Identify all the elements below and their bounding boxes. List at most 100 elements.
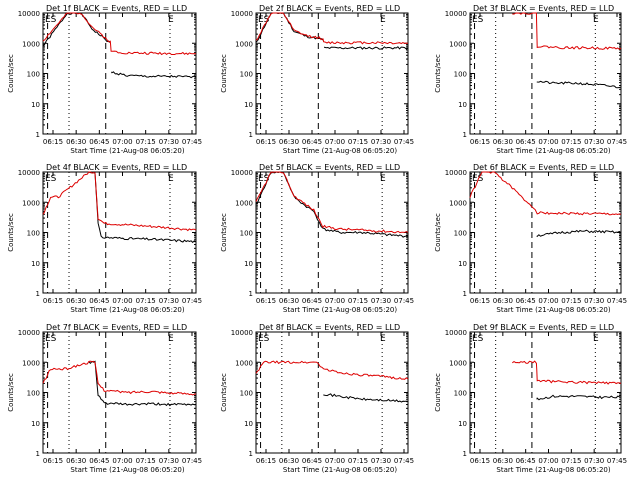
plot-title: Det 9f BLACK = Events, RED = LLD bbox=[473, 323, 614, 332]
y-axis-label: Counts/sec bbox=[434, 373, 442, 412]
marker-label-es: ES bbox=[258, 334, 270, 344]
x-tick-label: 07:30 bbox=[371, 138, 391, 146]
x-tick-label: 06:45 bbox=[89, 457, 109, 465]
x-tick-label: 07:45 bbox=[607, 297, 627, 305]
y-tick-label: 10 bbox=[458, 420, 467, 428]
x-tick-label: 07:30 bbox=[159, 297, 179, 305]
y-tick-label: 100 bbox=[240, 71, 253, 79]
plot-frame bbox=[469, 331, 622, 454]
x-tick-label: 07:45 bbox=[394, 457, 414, 465]
x-tick-label: 06:45 bbox=[516, 297, 536, 305]
lld-series-line bbox=[42, 171, 197, 232]
y-tick-label: 1 bbox=[463, 290, 467, 298]
x-tick-label: 06:45 bbox=[516, 457, 536, 465]
x-tick-label: 07:30 bbox=[584, 297, 604, 305]
x-tick-label: 06:15 bbox=[43, 138, 63, 146]
y-tick-label: 1000 bbox=[449, 359, 467, 367]
x-tick-label: 07:15 bbox=[561, 297, 581, 305]
events-series-line bbox=[536, 229, 622, 238]
x-tick-label: 06:15 bbox=[43, 297, 63, 305]
x-tick-label: 07:30 bbox=[584, 457, 604, 465]
x-axis-label: Start Time (21-Aug-08 06:05:20) bbox=[70, 147, 184, 155]
events-series-line bbox=[88, 360, 197, 407]
x-tick-label: 07:00 bbox=[538, 297, 558, 305]
y-tick-label: 100 bbox=[27, 390, 40, 398]
x-tick-label: 06:15 bbox=[256, 457, 276, 465]
plot-title: Det 7f BLACK = Events, RED = LLD bbox=[46, 323, 187, 332]
marker-label-e: E bbox=[380, 174, 386, 184]
y-tick-label: 100 bbox=[454, 230, 467, 238]
x-tick-label: 07:30 bbox=[371, 457, 391, 465]
events-series-line bbox=[536, 80, 622, 89]
y-tick-label: 10 bbox=[244, 101, 253, 109]
y-tick-label: 1 bbox=[36, 131, 40, 139]
x-axis-label: Start Time (21-Aug-08 06:05:20) bbox=[283, 466, 397, 474]
x-tick-label: 07:15 bbox=[348, 138, 368, 146]
y-tick-label: 1000 bbox=[22, 40, 40, 48]
x-tick-label: 06:30 bbox=[493, 457, 513, 465]
y-axis-label: Counts/sec bbox=[7, 54, 15, 93]
x-tick-label: 07:45 bbox=[607, 138, 627, 146]
y-tick-label: 1000 bbox=[449, 40, 467, 48]
plot-frame bbox=[255, 12, 409, 135]
y-tick-label: 1 bbox=[36, 450, 40, 458]
x-axis-label: Start Time (21-Aug-08 06:05:20) bbox=[496, 306, 610, 314]
x-tick-label: 07:15 bbox=[561, 457, 581, 465]
x-tick-label: 07:45 bbox=[182, 457, 202, 465]
x-tick-label: 06:30 bbox=[66, 138, 86, 146]
marker-label-es: ES bbox=[472, 15, 484, 25]
y-tick-label: 10000 bbox=[231, 329, 253, 337]
x-tick-label: 07:00 bbox=[325, 297, 345, 305]
y-tick-label: 1000 bbox=[235, 199, 253, 207]
y-tick-label: 1000 bbox=[235, 359, 253, 367]
x-tick-label: 07:30 bbox=[371, 297, 391, 305]
x-tick-label: 06:30 bbox=[66, 297, 86, 305]
x-tick-label: 07:45 bbox=[394, 138, 414, 146]
lld-series-line bbox=[512, 360, 622, 385]
y-tick-label: 10000 bbox=[445, 329, 467, 337]
y-axis-label: Counts/sec bbox=[220, 54, 228, 93]
plot-title: Det 8f BLACK = Events, RED = LLD bbox=[259, 323, 400, 332]
y-tick-label: 100 bbox=[454, 390, 467, 398]
lld-series-line bbox=[255, 171, 409, 234]
events-series-line bbox=[323, 393, 409, 403]
x-tick-label: 06:45 bbox=[516, 138, 536, 146]
x-tick-label: 07:30 bbox=[584, 138, 604, 146]
x-tick-label: 06:30 bbox=[493, 297, 513, 305]
x-tick-label: 06:30 bbox=[279, 297, 299, 305]
y-tick-label: 10 bbox=[458, 260, 467, 268]
marker-label-e: E bbox=[168, 15, 174, 25]
y-tick-label: 100 bbox=[27, 71, 40, 79]
y-tick-label: 1 bbox=[249, 131, 253, 139]
lld-series-line bbox=[255, 12, 409, 45]
lld-series-line bbox=[42, 12, 197, 56]
marker-label-e: E bbox=[380, 15, 386, 25]
x-tick-label: 07:45 bbox=[607, 457, 627, 465]
y-tick-label: 10000 bbox=[231, 169, 253, 177]
y-tick-label: 10 bbox=[31, 420, 40, 428]
events-series-line bbox=[88, 171, 197, 244]
y-axis-label: Counts/sec bbox=[7, 213, 15, 252]
x-tick-label: 07:30 bbox=[159, 457, 179, 465]
y-tick-label: 10000 bbox=[18, 329, 40, 337]
y-tick-label: 1000 bbox=[22, 359, 40, 367]
x-axis-label: Start Time (21-Aug-08 06:05:20) bbox=[496, 147, 610, 155]
y-tick-label: 1 bbox=[36, 290, 40, 298]
x-tick-label: 06:15 bbox=[470, 457, 490, 465]
plot-frame bbox=[469, 12, 622, 135]
events-series-line bbox=[255, 171, 409, 238]
plot-title: Det 4f BLACK = Events, RED = LLD bbox=[46, 163, 187, 172]
x-tick-label: 07:00 bbox=[538, 457, 558, 465]
x-tick-label: 07:30 bbox=[159, 138, 179, 146]
lld-series-line bbox=[469, 171, 622, 216]
marker-label-e: E bbox=[593, 334, 599, 344]
y-tick-label: 1 bbox=[463, 131, 467, 139]
y-tick-label: 10000 bbox=[231, 10, 253, 18]
y-tick-label: 10 bbox=[244, 420, 253, 428]
x-tick-label: 06:15 bbox=[470, 138, 490, 146]
x-tick-label: 07:15 bbox=[348, 457, 368, 465]
plot-title: Det 6f BLACK = Events, RED = LLD bbox=[473, 163, 614, 172]
x-tick-label: 06:30 bbox=[279, 138, 299, 146]
x-tick-label: 06:15 bbox=[256, 297, 276, 305]
